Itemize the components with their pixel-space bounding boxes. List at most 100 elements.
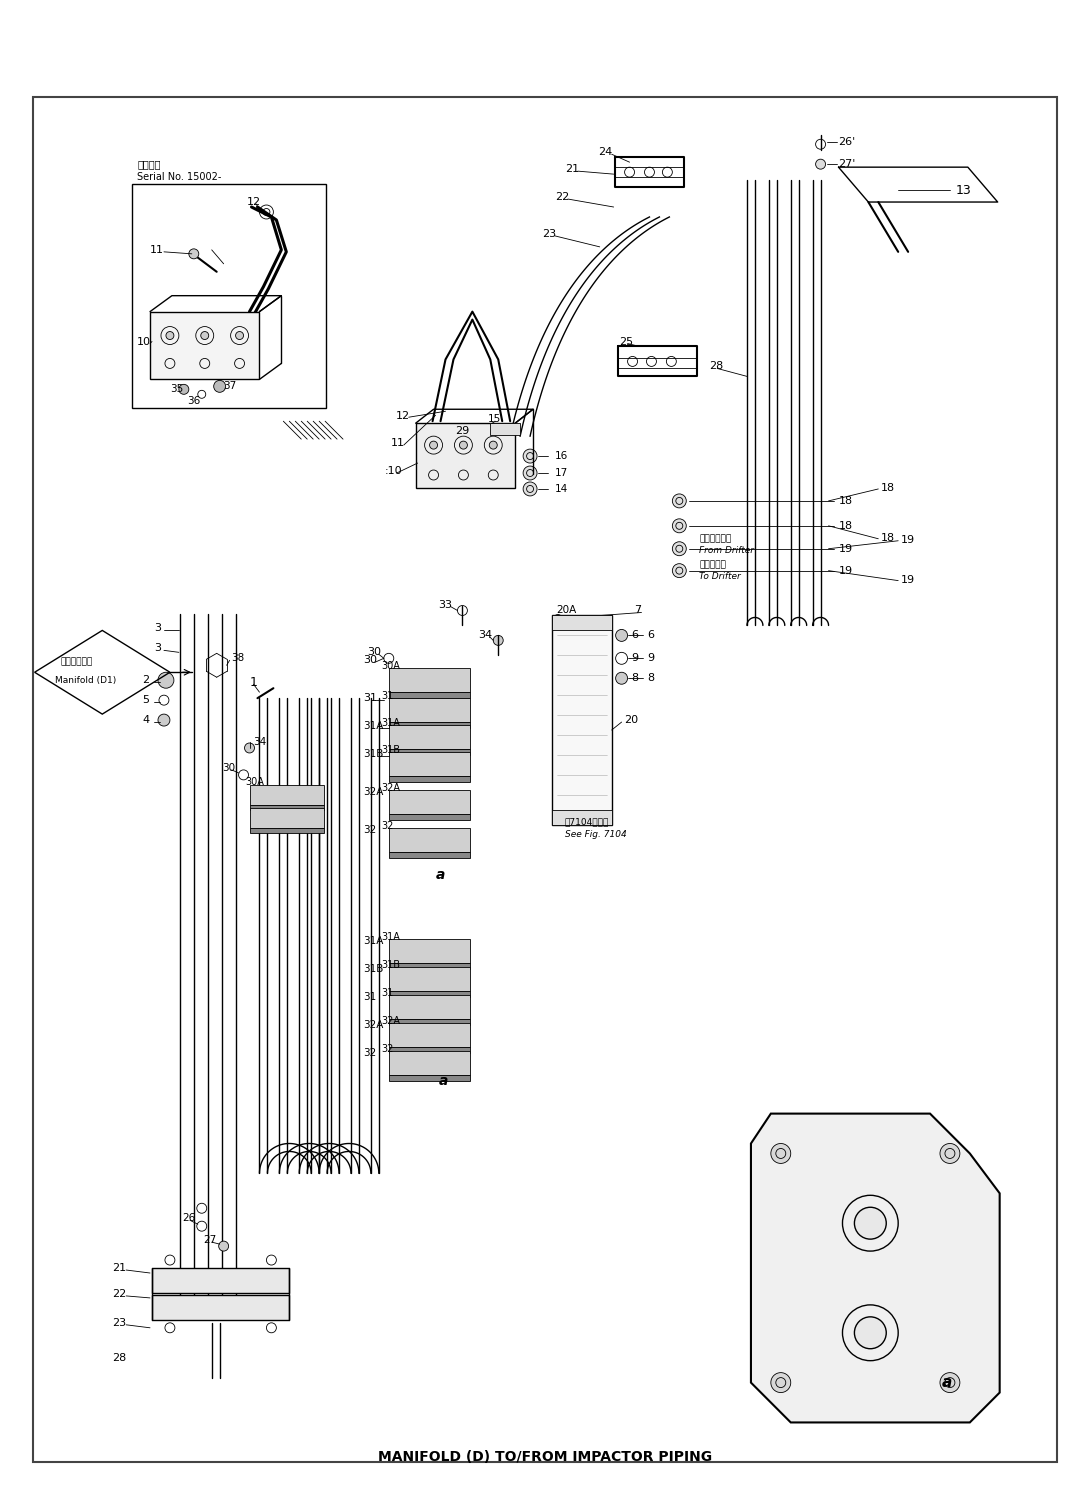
Bar [250,827,324,833]
Text: :10: :10 [385,466,402,477]
Text: 31A: 31A [380,933,400,943]
Text: 4: 4 [142,716,149,725]
Bar [389,939,471,964]
Text: 28: 28 [710,361,724,371]
Text: 11: 11 [150,245,164,255]
Text: 31B: 31B [380,961,400,970]
Circle shape [673,564,687,578]
Circle shape [855,1207,886,1238]
Text: Serial No. 15002-: Serial No. 15002- [137,172,221,183]
Bar [389,668,471,692]
Bar [389,751,471,775]
Text: 3: 3 [154,643,161,653]
Bar [132,184,326,408]
Text: 6: 6 [647,631,654,640]
Text: 9: 9 [631,653,639,664]
Bar [389,990,471,996]
Text: 10: 10 [137,337,152,346]
Text: 8: 8 [647,673,655,683]
Text: 9: 9 [647,653,655,664]
Bar [389,814,471,820]
Bar [490,423,520,435]
Circle shape [771,1372,790,1393]
Circle shape [244,742,254,753]
Circle shape [482,425,494,437]
Circle shape [460,441,468,448]
Text: 30: 30 [363,655,377,665]
Text: 21: 21 [112,1264,126,1273]
Circle shape [855,1317,886,1348]
Text: 34: 34 [479,631,493,640]
Text: 17: 17 [555,468,568,478]
Bar [389,698,471,722]
Bar [389,827,471,851]
Text: 18: 18 [882,533,895,544]
Text: 16: 16 [555,451,568,460]
Circle shape [673,518,687,533]
Text: ドリフタへ: ドリフタへ [699,560,726,569]
Text: See Fig. 7104: See Fig. 7104 [565,830,627,839]
Text: 8: 8 [631,673,639,683]
Text: 30A: 30A [380,661,400,671]
Circle shape [158,714,170,726]
Text: 27: 27 [204,1236,217,1244]
Circle shape [219,1241,229,1250]
Text: a: a [438,1074,448,1087]
Text: 23: 23 [112,1317,126,1328]
Text: 32A: 32A [363,787,384,797]
Bar [415,423,516,489]
Text: 29: 29 [456,426,470,437]
Text: 32A: 32A [380,1016,400,1026]
Text: 32A: 32A [380,783,400,793]
Text: 13: 13 [956,184,971,196]
Bar [389,1019,471,1025]
Text: 31B: 31B [363,748,384,759]
Text: 5: 5 [142,695,149,705]
Text: 22: 22 [112,1289,126,1299]
Text: a: a [436,867,445,882]
Text: 32: 32 [363,824,376,835]
Text: 23: 23 [542,229,556,239]
Text: 34: 34 [254,737,267,747]
Bar [250,805,324,809]
Text: 31B: 31B [363,964,384,974]
Circle shape [616,630,628,642]
Bar [389,1051,471,1075]
Text: 30: 30 [367,647,380,658]
Text: 26': 26' [838,137,856,147]
Text: 適用番号: 適用番号 [137,159,160,169]
Text: 31A: 31A [380,719,400,728]
Text: 28: 28 [112,1353,126,1363]
Bar [389,722,471,728]
Text: Manifold (D1): Manifold (D1) [54,676,116,685]
Text: 7: 7 [634,606,642,615]
Text: 31: 31 [380,988,393,998]
Circle shape [523,448,537,463]
Circle shape [523,483,537,496]
Text: To Drifter: To Drifter [699,572,741,581]
Text: a: a [942,1375,953,1390]
Circle shape [235,331,243,340]
Circle shape [158,673,174,688]
Text: 35: 35 [170,385,183,395]
Bar [150,312,259,379]
Bar [152,1268,289,1293]
Circle shape [940,1143,960,1163]
Bar [389,725,471,748]
Bar [250,808,324,827]
Text: 31: 31 [380,691,393,701]
Text: 32: 32 [380,821,393,830]
Circle shape [429,441,437,448]
Circle shape [771,1143,790,1163]
Text: 31: 31 [363,693,377,704]
Text: 19: 19 [901,535,916,545]
Text: 25: 25 [619,337,633,346]
Text: 27': 27' [838,159,856,169]
Circle shape [616,673,628,685]
Text: 12: 12 [246,198,261,206]
Circle shape [494,636,504,646]
Circle shape [189,249,198,258]
Text: 24: 24 [597,147,611,157]
Bar [552,809,611,824]
Text: 18: 18 [882,483,895,493]
